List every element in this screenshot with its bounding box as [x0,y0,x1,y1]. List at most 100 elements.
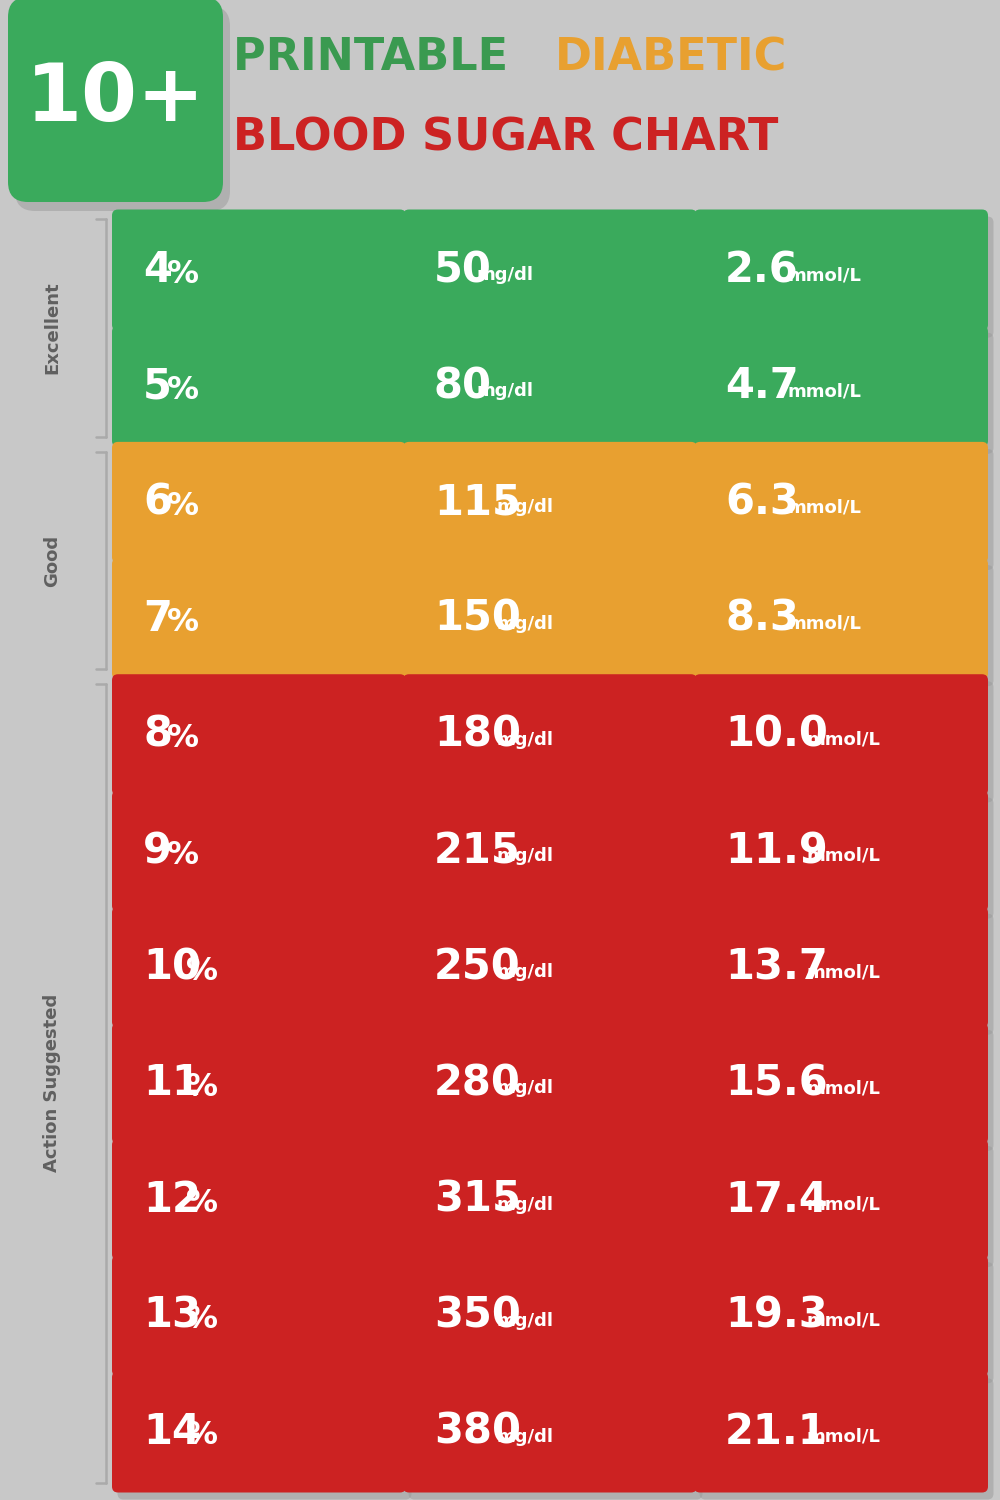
FancyBboxPatch shape [112,1138,406,1260]
FancyBboxPatch shape [403,1371,697,1492]
Text: %: % [186,1188,218,1219]
FancyBboxPatch shape [118,1030,412,1150]
Text: 10.0: 10.0 [725,714,828,756]
FancyBboxPatch shape [409,333,702,454]
FancyBboxPatch shape [118,1378,412,1500]
FancyBboxPatch shape [403,1023,697,1144]
Text: PRINTABLE: PRINTABLE [233,36,524,80]
FancyBboxPatch shape [118,798,412,918]
Text: 180: 180 [434,714,521,756]
FancyBboxPatch shape [403,674,697,795]
Text: 9: 9 [143,830,172,872]
FancyBboxPatch shape [700,448,994,570]
FancyBboxPatch shape [694,210,988,330]
FancyBboxPatch shape [700,333,994,454]
FancyBboxPatch shape [694,326,988,447]
Text: %: % [167,258,199,290]
Text: 11.9: 11.9 [725,830,828,872]
FancyBboxPatch shape [409,681,702,802]
FancyBboxPatch shape [118,914,412,1035]
FancyBboxPatch shape [694,1256,988,1377]
FancyBboxPatch shape [403,790,697,912]
Text: mmol/L: mmol/L [807,1196,881,1214]
FancyBboxPatch shape [409,1378,702,1500]
Text: mg/dl: mg/dl [496,963,554,981]
FancyBboxPatch shape [112,1023,406,1144]
Text: 11: 11 [143,1062,201,1104]
Text: 5: 5 [143,366,172,408]
Text: 350: 350 [434,1294,521,1336]
Text: mg/dl: mg/dl [496,615,554,633]
FancyBboxPatch shape [8,0,223,202]
Text: mmol/L: mmol/L [788,382,861,400]
Text: 150: 150 [434,597,521,639]
FancyBboxPatch shape [118,216,412,338]
FancyBboxPatch shape [409,1030,702,1150]
Text: 50: 50 [434,249,492,291]
FancyBboxPatch shape [112,1371,406,1492]
FancyBboxPatch shape [403,906,697,1028]
Text: mmol/L: mmol/L [788,498,861,516]
FancyBboxPatch shape [694,674,988,795]
FancyBboxPatch shape [694,790,988,912]
Text: 8.3: 8.3 [725,597,799,639]
Text: 115: 115 [434,482,521,524]
FancyBboxPatch shape [403,558,697,680]
Text: mmol/L: mmol/L [807,1428,881,1446]
FancyBboxPatch shape [403,326,697,447]
FancyBboxPatch shape [118,566,412,686]
FancyBboxPatch shape [694,442,988,562]
FancyBboxPatch shape [118,448,412,570]
Text: %: % [167,490,199,522]
FancyBboxPatch shape [700,914,994,1035]
Text: 21.1: 21.1 [725,1412,828,1454]
Text: mg/dl: mg/dl [477,266,534,284]
Text: %: % [167,840,199,870]
Text: 13.7: 13.7 [725,946,828,988]
Text: %: % [186,1420,218,1452]
Text: 15.6: 15.6 [725,1062,828,1104]
FancyBboxPatch shape [112,790,406,912]
FancyBboxPatch shape [694,1138,988,1260]
Text: 315: 315 [434,1179,521,1221]
Text: 10+: 10+ [26,60,205,138]
Text: 280: 280 [434,1062,521,1104]
Text: 6: 6 [143,482,172,524]
Text: 14: 14 [143,1412,201,1454]
Text: mmol/L: mmol/L [807,730,881,748]
Text: Action Suggested: Action Suggested [43,994,61,1173]
FancyBboxPatch shape [403,1138,697,1260]
FancyBboxPatch shape [409,566,702,686]
Text: mg/dl: mg/dl [496,1080,554,1098]
Text: mg/dl: mg/dl [496,1428,554,1446]
FancyBboxPatch shape [112,558,406,680]
FancyBboxPatch shape [409,448,702,570]
Text: 250: 250 [434,946,521,988]
FancyBboxPatch shape [694,558,988,680]
FancyBboxPatch shape [700,798,994,918]
Text: mg/dl: mg/dl [477,382,534,400]
Text: %: % [186,1304,218,1335]
Text: %: % [186,1072,218,1102]
FancyBboxPatch shape [700,1146,994,1268]
FancyBboxPatch shape [409,1146,702,1268]
Text: mg/dl: mg/dl [496,730,554,748]
FancyBboxPatch shape [700,566,994,686]
Text: mg/dl: mg/dl [496,1196,554,1214]
FancyBboxPatch shape [118,1262,412,1383]
Text: 4: 4 [143,249,172,291]
FancyBboxPatch shape [403,442,697,562]
FancyBboxPatch shape [694,906,988,1028]
Text: 7: 7 [143,597,172,639]
Text: 12: 12 [143,1179,201,1221]
Text: mmol/L: mmol/L [807,1311,881,1329]
FancyBboxPatch shape [700,1378,994,1500]
Text: mg/dl: mg/dl [496,847,554,865]
FancyBboxPatch shape [700,216,994,338]
Text: mg/dl: mg/dl [496,498,554,516]
FancyBboxPatch shape [15,6,230,211]
Text: %: % [186,956,218,987]
FancyBboxPatch shape [112,442,406,562]
FancyBboxPatch shape [694,1023,988,1144]
FancyBboxPatch shape [700,1030,994,1150]
